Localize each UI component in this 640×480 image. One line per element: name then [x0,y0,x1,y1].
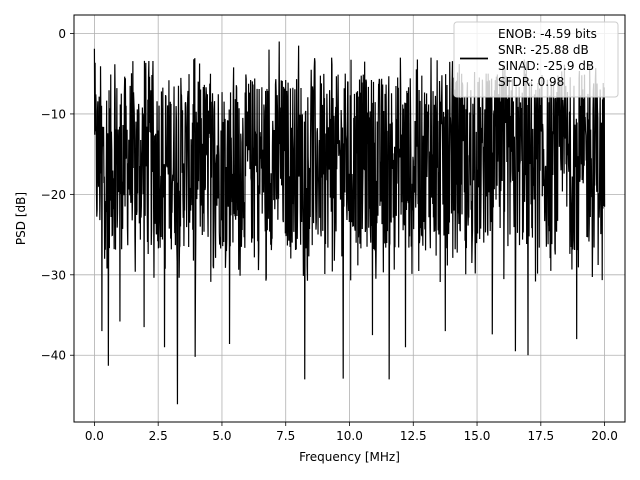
x-tick-label-3: 7.5 [276,429,295,443]
axis-ticks: 0.0 2.5 5.0 7.5 10.0 12.5 15.0 17.5 20.0 0 −10 −20 −… [41,27,618,443]
x-tick-label-5: 12.5 [400,429,427,443]
legend-entry-enob: ENOB: -4.59 bits [498,27,597,41]
y-tick-label-4: −40 [41,349,66,363]
x-tick-label-4: 10.0 [336,429,363,443]
x-tick-label-7: 17.5 [527,429,554,443]
y-tick-label-2: −20 [41,188,66,202]
x-tick-label-8: 20.0 [591,429,618,443]
legend-entry-snr: SNR: -25.88 dB [498,43,589,57]
legend-entry-sinad: SINAD: -25.9 dB [498,59,594,73]
legend-entry-sfdr: SFDR: 0.98 [498,75,564,89]
y-tick-label-1: −10 [41,107,66,121]
y-tick-label-3: −30 [41,268,66,282]
legend-box [453,21,619,98]
x-axis-label: Frequency [MHz] [299,450,400,464]
x-tick-label-1: 2.5 [149,429,168,443]
x-tick-label-2: 5.0 [212,429,231,443]
x-tick-label-0: 0.0 [85,429,104,443]
psd-trace-line [93,41,606,405]
x-tick-label-6: 15.0 [464,429,491,443]
y-axis-label: PSD [dB] [14,192,28,245]
y-tick-label-0: 0 [58,27,66,41]
psd-trace-group [93,41,606,405]
legend: ENOB: -4.59 bits SNR: -25.88 dB SINAD: -… [453,21,619,98]
